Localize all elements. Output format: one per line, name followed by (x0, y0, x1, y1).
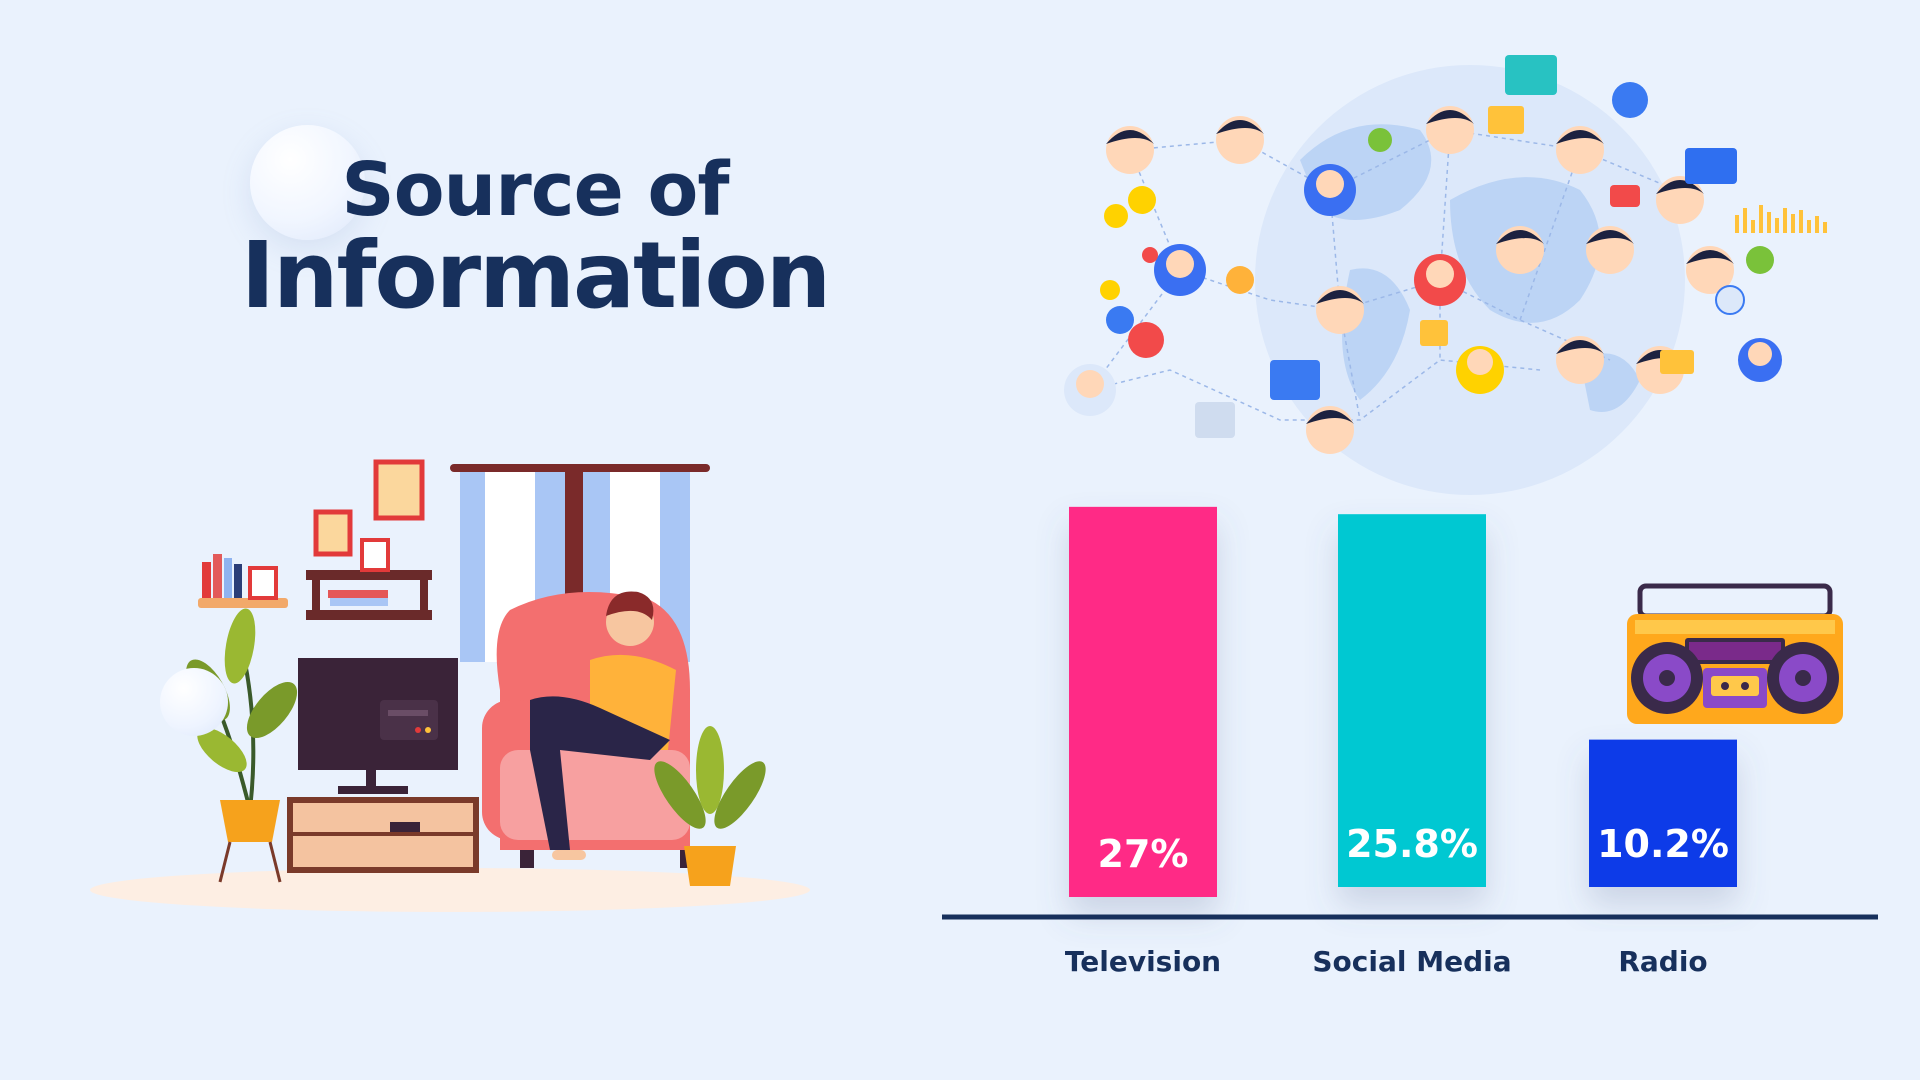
category-label-radio: Radio (1618, 945, 1707, 978)
decorative-bubble (250, 125, 365, 240)
value-label-television: 27% (1098, 832, 1189, 876)
page-title: Source of Information (240, 147, 832, 329)
title-line-1: Source of (341, 147, 729, 233)
value-label-radio: 10.2% (1597, 822, 1729, 866)
person-watching-tv-illustration (90, 459, 810, 912)
decorative-bubble-small (160, 668, 228, 736)
globe-social-network-illustration (1064, 55, 1827, 495)
bar-social-media (1338, 514, 1486, 887)
labels-layer: 27% Television 25.8% Social Media 10.2% Radio (1065, 822, 1729, 978)
title-line-2: Information (240, 222, 832, 329)
bars-layer (1069, 506, 1737, 897)
bar-radio (1589, 739, 1737, 887)
value-label-social-media: 25.8% (1346, 822, 1478, 866)
category-label-social-media: Social Media (1312, 945, 1511, 978)
category-label-television: Television (1065, 945, 1221, 978)
bar-television (1069, 506, 1217, 897)
boombox-radio-illustration (1627, 583, 1843, 724)
